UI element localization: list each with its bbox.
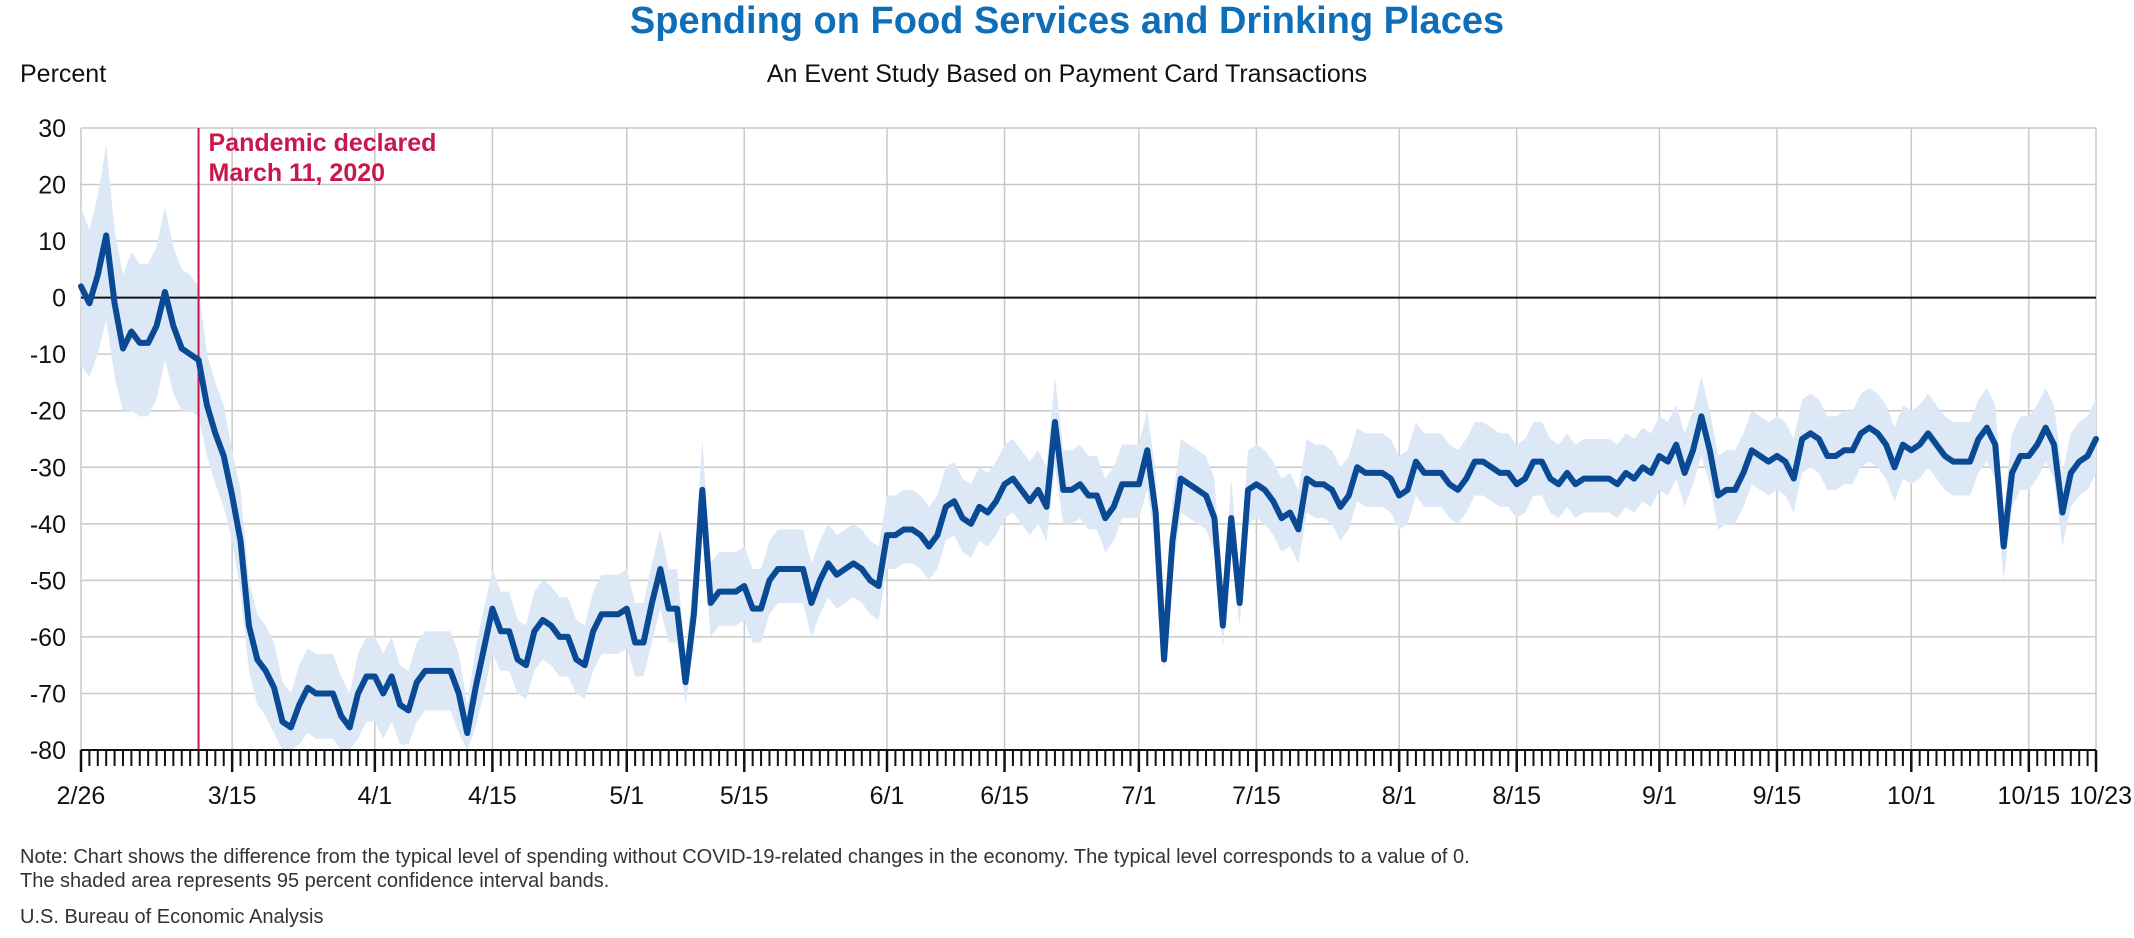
- series-line: [78, 232, 2099, 737]
- source-credit: U.S. Bureau of Economic Analysis: [20, 906, 324, 928]
- x-tick-label: 7/1: [1121, 782, 1156, 810]
- y-tick-label: -20: [30, 398, 66, 426]
- y-tick-label: 30: [38, 115, 66, 143]
- note-line-2: The shaded area represents 95 percent co…: [20, 870, 610, 892]
- x-axis: [79, 749, 2098, 772]
- x-tick-label: 10/15: [1998, 782, 2061, 810]
- y-tick-labels: 30 20 10 0 -10 -20 -30 -40 -50 -60 -70 -80: [30, 115, 66, 765]
- annotation-line-1: Pandemic declared: [209, 129, 437, 157]
- y-tick-label: -50: [30, 567, 66, 595]
- x-tick-label: 8/1: [1382, 782, 1417, 810]
- y-tick-label: -80: [30, 737, 66, 765]
- y-tick-label: 20: [38, 172, 66, 200]
- chart-title: Spending on Food Services and Drinking P…: [629, 0, 1505, 42]
- confidence-band: [81, 144, 2096, 750]
- x-tick-label: 10/1: [1887, 782, 1936, 810]
- chart-subtitle: An Event Study Based on Payment Card Tra…: [766, 60, 1368, 88]
- x-tick-label: 4/1: [357, 782, 392, 810]
- y-tick-label: -40: [30, 511, 66, 539]
- x-tick-label: 5/15: [720, 782, 769, 810]
- x-tick-label: 10/23: [2069, 782, 2132, 810]
- x-tick-label: 9/15: [1753, 782, 1802, 810]
- y-tick-label: 10: [38, 228, 66, 256]
- x-tick-labels: 2/26 3/15 4/1 4/15 5/1 5/15 6/1 6/15 7/1 7/15 8/1 8…: [57, 782, 2132, 810]
- series-line-path: [78, 232, 2099, 737]
- y-tick-label: 0: [52, 285, 66, 313]
- x-tick-label: 7/15: [1232, 782, 1281, 810]
- y-tick-label: -70: [30, 680, 66, 708]
- y-tick-label: -60: [30, 624, 66, 652]
- x-tick-label: 6/1: [870, 782, 905, 810]
- x-tick-label: 4/15: [468, 782, 517, 810]
- x-tick-label: 8/15: [1492, 782, 1541, 810]
- x-tick-label: 5/1: [609, 782, 644, 810]
- y-tick-label: -10: [30, 341, 66, 369]
- x-tick-label: 9/1: [1642, 782, 1677, 810]
- y-axis-label: Percent: [20, 60, 107, 88]
- x-tick-label: 2/26: [57, 782, 106, 810]
- note-line-1: Note: Chart shows the difference from th…: [20, 846, 1470, 868]
- confidence-band-area: [81, 144, 2096, 750]
- annotation-line-2: March 11, 2020: [209, 159, 386, 187]
- x-tick-label: 3/15: [208, 782, 257, 810]
- y-tick-label: -30: [30, 454, 66, 482]
- x-tick-label: 6/15: [980, 782, 1029, 810]
